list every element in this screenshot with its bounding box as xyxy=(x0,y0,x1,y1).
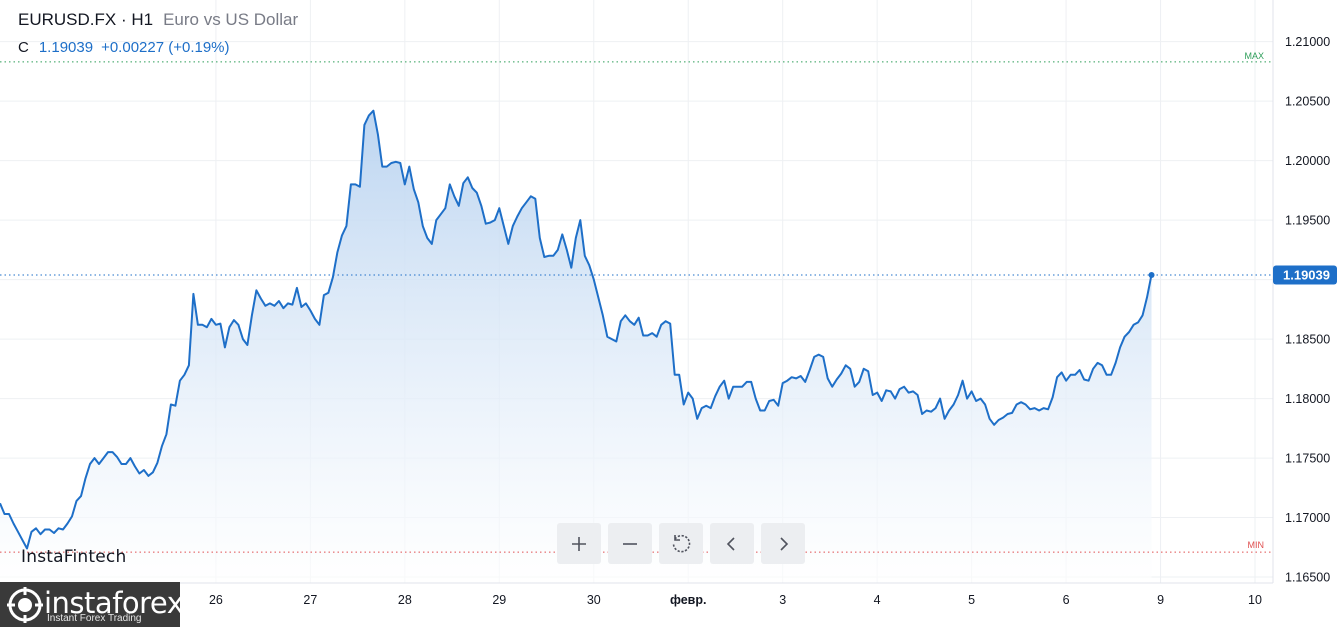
x-tick-label: 27 xyxy=(303,593,317,607)
instaforex-logo: instaforex Instant Forex Trading xyxy=(0,582,184,627)
close-label: C xyxy=(18,39,29,56)
zoom-out-button[interactable] xyxy=(608,523,652,564)
x-tick-label: 5 xyxy=(968,593,975,607)
last-price-badge-text: 1.19039 xyxy=(1283,267,1330,282)
y-tick-label: 1.20500 xyxy=(1285,95,1330,109)
x-tick-label: 10 xyxy=(1248,593,1262,607)
x-tick-label: 26 xyxy=(209,593,223,607)
change-value: +0.00227 (+0.19%) xyxy=(101,39,230,56)
chart-navigation-controls xyxy=(557,523,805,564)
plus-icon xyxy=(572,536,586,551)
price-line xyxy=(0,109,1153,550)
instaforex-tagline: Instant Forex Trading xyxy=(47,613,142,624)
last-price-dot xyxy=(1148,271,1155,278)
max-label: MAX xyxy=(1244,51,1264,61)
y-tick-label: 1.18000 xyxy=(1285,392,1330,406)
close-value: 1.19039 xyxy=(38,39,94,56)
instaforex-name: instaforex xyxy=(44,586,184,620)
symbol-label[interactable]: EURUSD.FX · H1 xyxy=(18,10,154,29)
x-tick-label: 6 xyxy=(1063,593,1070,607)
chevron-left-icon xyxy=(726,536,735,551)
y-tick-label: 1.21000 xyxy=(1285,35,1330,49)
reset-button[interactable] xyxy=(659,523,703,564)
symbol-description: Euro vs US Dollar xyxy=(163,10,299,29)
last-price-badge: 1.19039 xyxy=(1273,265,1337,285)
x-tick-label: 4 xyxy=(874,593,881,607)
y-tick-label: 1.16500 xyxy=(1285,571,1330,585)
instafintech-logo: InstaFintech xyxy=(21,547,127,567)
y-tick-label: 1.20000 xyxy=(1285,154,1330,168)
y-tick-label: 1.17000 xyxy=(1285,511,1330,525)
x-tick-label: 9 xyxy=(1157,593,1164,607)
reset-icon xyxy=(672,534,691,552)
minus-icon xyxy=(623,542,637,545)
instaforex-emblem-icon xyxy=(7,587,43,623)
scroll-right-button[interactable] xyxy=(761,523,805,564)
x-tick-label: 29 xyxy=(492,593,506,607)
y-tick-label: 1.18500 xyxy=(1285,333,1330,347)
chart-legend: EURUSD.FX · H1 Euro vs US Dollar C 1.19039… xyxy=(18,10,298,56)
x-tick-label: 28 xyxy=(398,593,412,607)
zoom-in-button[interactable] xyxy=(557,523,601,564)
min-label: MIN xyxy=(1248,540,1265,550)
x-tick-label: февр. xyxy=(670,593,707,607)
scroll-left-button[interactable] xyxy=(710,523,754,564)
price-area-fill xyxy=(0,110,1152,583)
x-tick-label: 30 xyxy=(587,593,601,607)
y-tick-label: 1.17500 xyxy=(1285,452,1330,466)
chevron-right-icon xyxy=(780,536,789,551)
x-tick-label: 3 xyxy=(779,593,786,607)
y-tick-label: 1.19500 xyxy=(1285,214,1330,228)
